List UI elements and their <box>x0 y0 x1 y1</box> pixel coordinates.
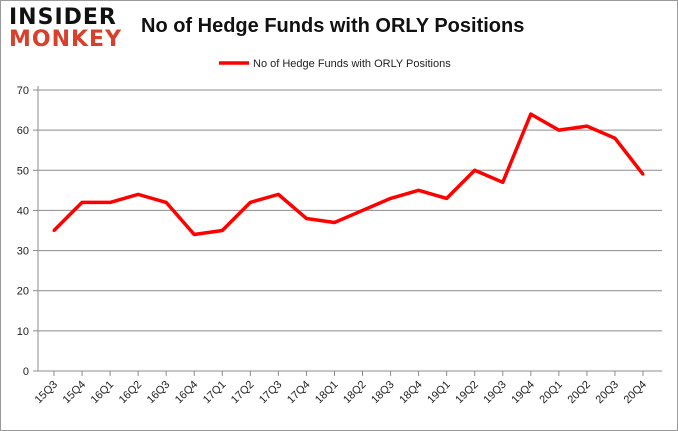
data-point <box>445 196 449 200</box>
x-tick-label: 17Q2 <box>229 379 257 407</box>
x-tick-label: 16Q3 <box>145 379 173 407</box>
y-tick-label: 50 <box>17 165 29 177</box>
x-tick-label: 17Q3 <box>257 379 285 407</box>
y-tick-label: 0 <box>23 366 29 378</box>
data-point <box>613 136 617 140</box>
data-point <box>80 200 84 204</box>
x-tick-label: 20Q4 <box>622 379 650 407</box>
data-point <box>108 200 112 204</box>
x-tick-label: 20Q3 <box>594 379 622 407</box>
data-point <box>276 192 280 196</box>
data-point <box>641 172 645 176</box>
data-point <box>220 229 224 232</box>
logo-line1: INSIDER <box>9 5 117 30</box>
data-point <box>332 220 336 224</box>
data-point <box>585 124 589 128</box>
x-tick-label: 16Q4 <box>173 379 201 407</box>
x-tick-label: 19Q2 <box>453 379 481 407</box>
x-tick-label: 16Q2 <box>117 379 145 407</box>
y-tick-label: 10 <box>17 326 29 338</box>
x-tick-label: 19Q4 <box>509 379 537 407</box>
y-tick-label: 60 <box>17 125 29 137</box>
legend-label: No of Hedge Funds with ORLY Positions <box>253 58 451 70</box>
series-line <box>52 112 645 237</box>
x-tick-label: 18Q3 <box>369 379 397 407</box>
logo-line2: MONKEY <box>9 27 123 52</box>
x-tick-label: 18Q4 <box>397 379 425 407</box>
data-point <box>501 180 505 184</box>
y-tick-label: 30 <box>17 246 29 258</box>
data-point <box>164 200 168 204</box>
data-point <box>192 233 196 237</box>
x-tick-label: 17Q1 <box>201 379 229 407</box>
x-tick-label: 15Q4 <box>61 379 89 407</box>
x-tick-label: 18Q2 <box>341 379 369 407</box>
data-point <box>52 229 56 232</box>
y-tick-label: 70 <box>17 85 29 97</box>
data-point <box>417 188 421 192</box>
data-point <box>248 200 252 204</box>
data-point <box>136 192 140 196</box>
x-tick-label: 19Q3 <box>481 379 509 407</box>
x-tick-label: 16Q1 <box>89 379 117 407</box>
data-point <box>473 168 477 172</box>
x-tick-label: 19Q1 <box>425 379 453 407</box>
data-point <box>529 112 533 116</box>
y-tick-label: 40 <box>17 205 29 217</box>
data-point <box>361 208 365 212</box>
data-point <box>557 128 561 132</box>
x-tick-label: 20Q2 <box>566 379 594 407</box>
x-tick-label: 15Q3 <box>33 379 61 407</box>
x-tick-label: 20Q1 <box>537 379 565 407</box>
y-tick-label: 20 <box>17 286 29 298</box>
data-point <box>304 216 308 220</box>
x-tick-label: 17Q4 <box>285 379 313 407</box>
x-tick-label: 18Q1 <box>313 379 341 407</box>
chart-title: No of Hedge Funds with ORLY Positions <box>141 15 525 37</box>
data-point <box>389 196 393 200</box>
insider-monkey-logo: INSIDER MONKEY <box>9 7 122 51</box>
